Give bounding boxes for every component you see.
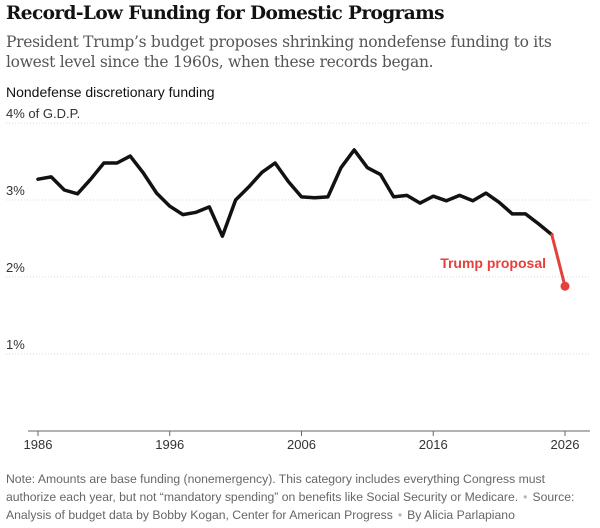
chart-footnote: Note: Amounts are base funding (nonemerg…	[6, 470, 594, 524]
y-tick-label: 3%	[6, 183, 25, 198]
y-tick-label: 1%	[6, 337, 25, 352]
x-tick-label: 2006	[287, 437, 316, 452]
chart-label: Nondefense discretionary funding	[6, 84, 215, 100]
x-tick-label: 1996	[155, 437, 184, 452]
chart-title: Record-Low Funding for Domestic Programs	[6, 3, 444, 24]
trump-proposal-point	[560, 281, 570, 291]
note-text: Note: Amounts are base funding (nonemerg…	[6, 472, 546, 504]
separator-dot: •	[523, 490, 528, 504]
line-chart: 4% of G.D.P. 3% 2% 1% 1986 1996 2006 2016 2026 Tr…	[6, 106, 590, 452]
y-tick-label: 2%	[6, 260, 25, 275]
chart-subtitle: President Trump’s budget proposes shrink…	[6, 33, 552, 71]
x-tick-label: 2026	[551, 437, 580, 452]
trump-proposal-line	[550, 233, 567, 288]
byline: By Alicia Parlapiano	[407, 508, 515, 522]
x-tick-label: 2016	[419, 437, 448, 452]
x-tick-label: 1986	[24, 437, 53, 452]
separator-dot: •	[397, 508, 403, 522]
funding-series-line	[36, 148, 554, 238]
y-tick-label: 4% of G.D.P.	[6, 106, 80, 121]
source-text: Source: Analysis of budget data by Bobby…	[6, 490, 575, 522]
trump-proposal-label: Trump proposal	[440, 255, 546, 271]
